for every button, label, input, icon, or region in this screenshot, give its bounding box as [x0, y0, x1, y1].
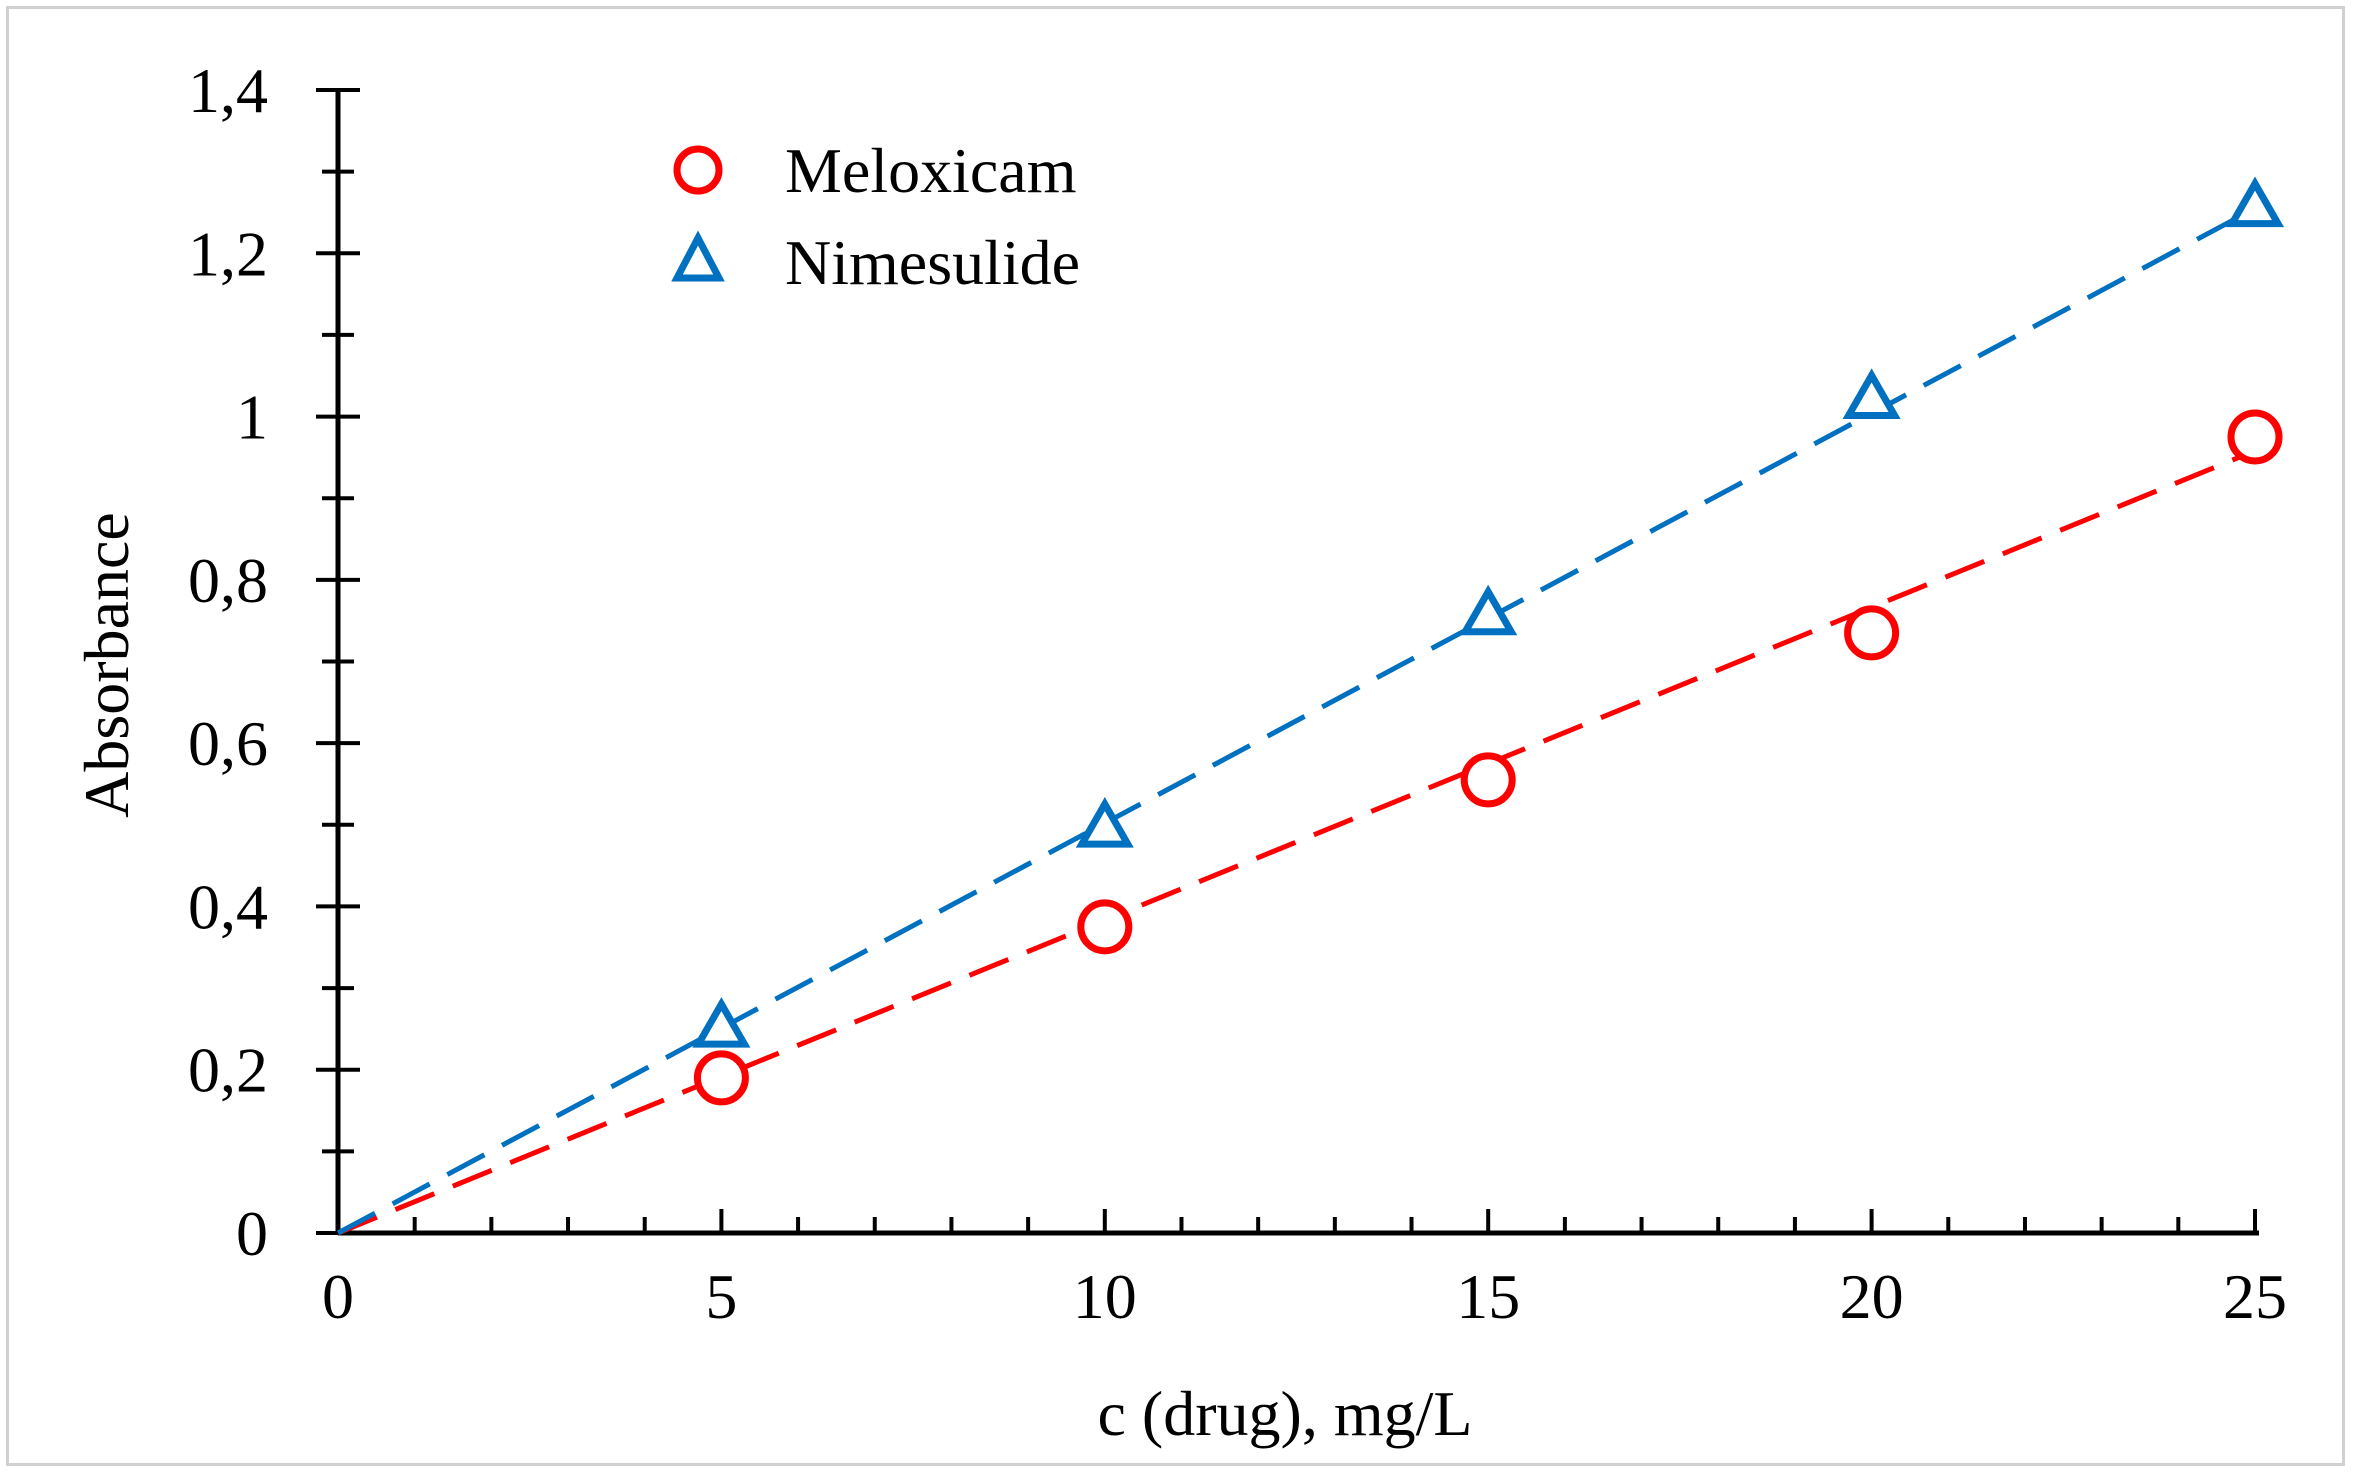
- nimesulide-trendline: [336, 206, 2257, 1236]
- nimesulide-point: [692, 997, 751, 1048]
- nimesulide-point: [1459, 584, 1518, 636]
- meloxicam-point: [1077, 899, 1133, 955]
- trendlines: [336, 206, 2257, 1236]
- ticks: 0 5 10 15 20 25 0 0,2 0,4 0,6 0,8 1 1,2 1,4: [188, 55, 2287, 1332]
- chart-frame: [6, 6, 2345, 1466]
- nimesulide-point: [1075, 797, 1134, 848]
- x-tick-label: 0: [322, 1261, 354, 1332]
- y-tick-label: 0,4: [188, 871, 268, 942]
- y-tick-label: 0,6: [188, 708, 268, 779]
- x-tick-label: 5: [705, 1261, 737, 1332]
- nimesulide-point: [2225, 176, 2285, 228]
- x-tick-label: 25: [2223, 1261, 2287, 1332]
- nimesulide-point: [1842, 368, 1901, 419]
- y-tick-label: 1,4: [188, 55, 268, 126]
- legend-nimesulide-label: Nimesulide: [785, 227, 1080, 298]
- legend: Meloxicam Nimesulide: [671, 135, 1080, 298]
- y-tick-label: 0: [236, 1198, 268, 1269]
- x-axis-title: c (drug), mg/L: [1098, 1378, 1473, 1449]
- legend-meloxicam-marker: [673, 145, 723, 195]
- meloxicam-point: [1844, 605, 1900, 661]
- y-tick-label: 1: [236, 382, 268, 453]
- x-tick-label: 15: [1456, 1261, 1520, 1332]
- x-tick-label: 10: [1073, 1261, 1137, 1332]
- data-points: [692, 176, 2285, 1106]
- y-tick-label: 1,2: [188, 218, 268, 289]
- legend-meloxicam-label: Meloxicam: [785, 135, 1076, 206]
- x-tick-label: 20: [1840, 1261, 1904, 1332]
- axes: [335, 88, 2259, 1236]
- y-axis-title: Absorbance: [71, 512, 142, 818]
- y-tick-label: 0,2: [188, 1035, 268, 1106]
- meloxicam-point: [1460, 752, 1516, 808]
- meloxicam-point: [693, 1050, 749, 1106]
- meloxicam-point: [2227, 409, 2283, 465]
- meloxicam-trendline: [337, 448, 2256, 1236]
- legend-nimesulide-marker: [671, 230, 725, 282]
- y-tick-label: 0,8: [188, 545, 268, 616]
